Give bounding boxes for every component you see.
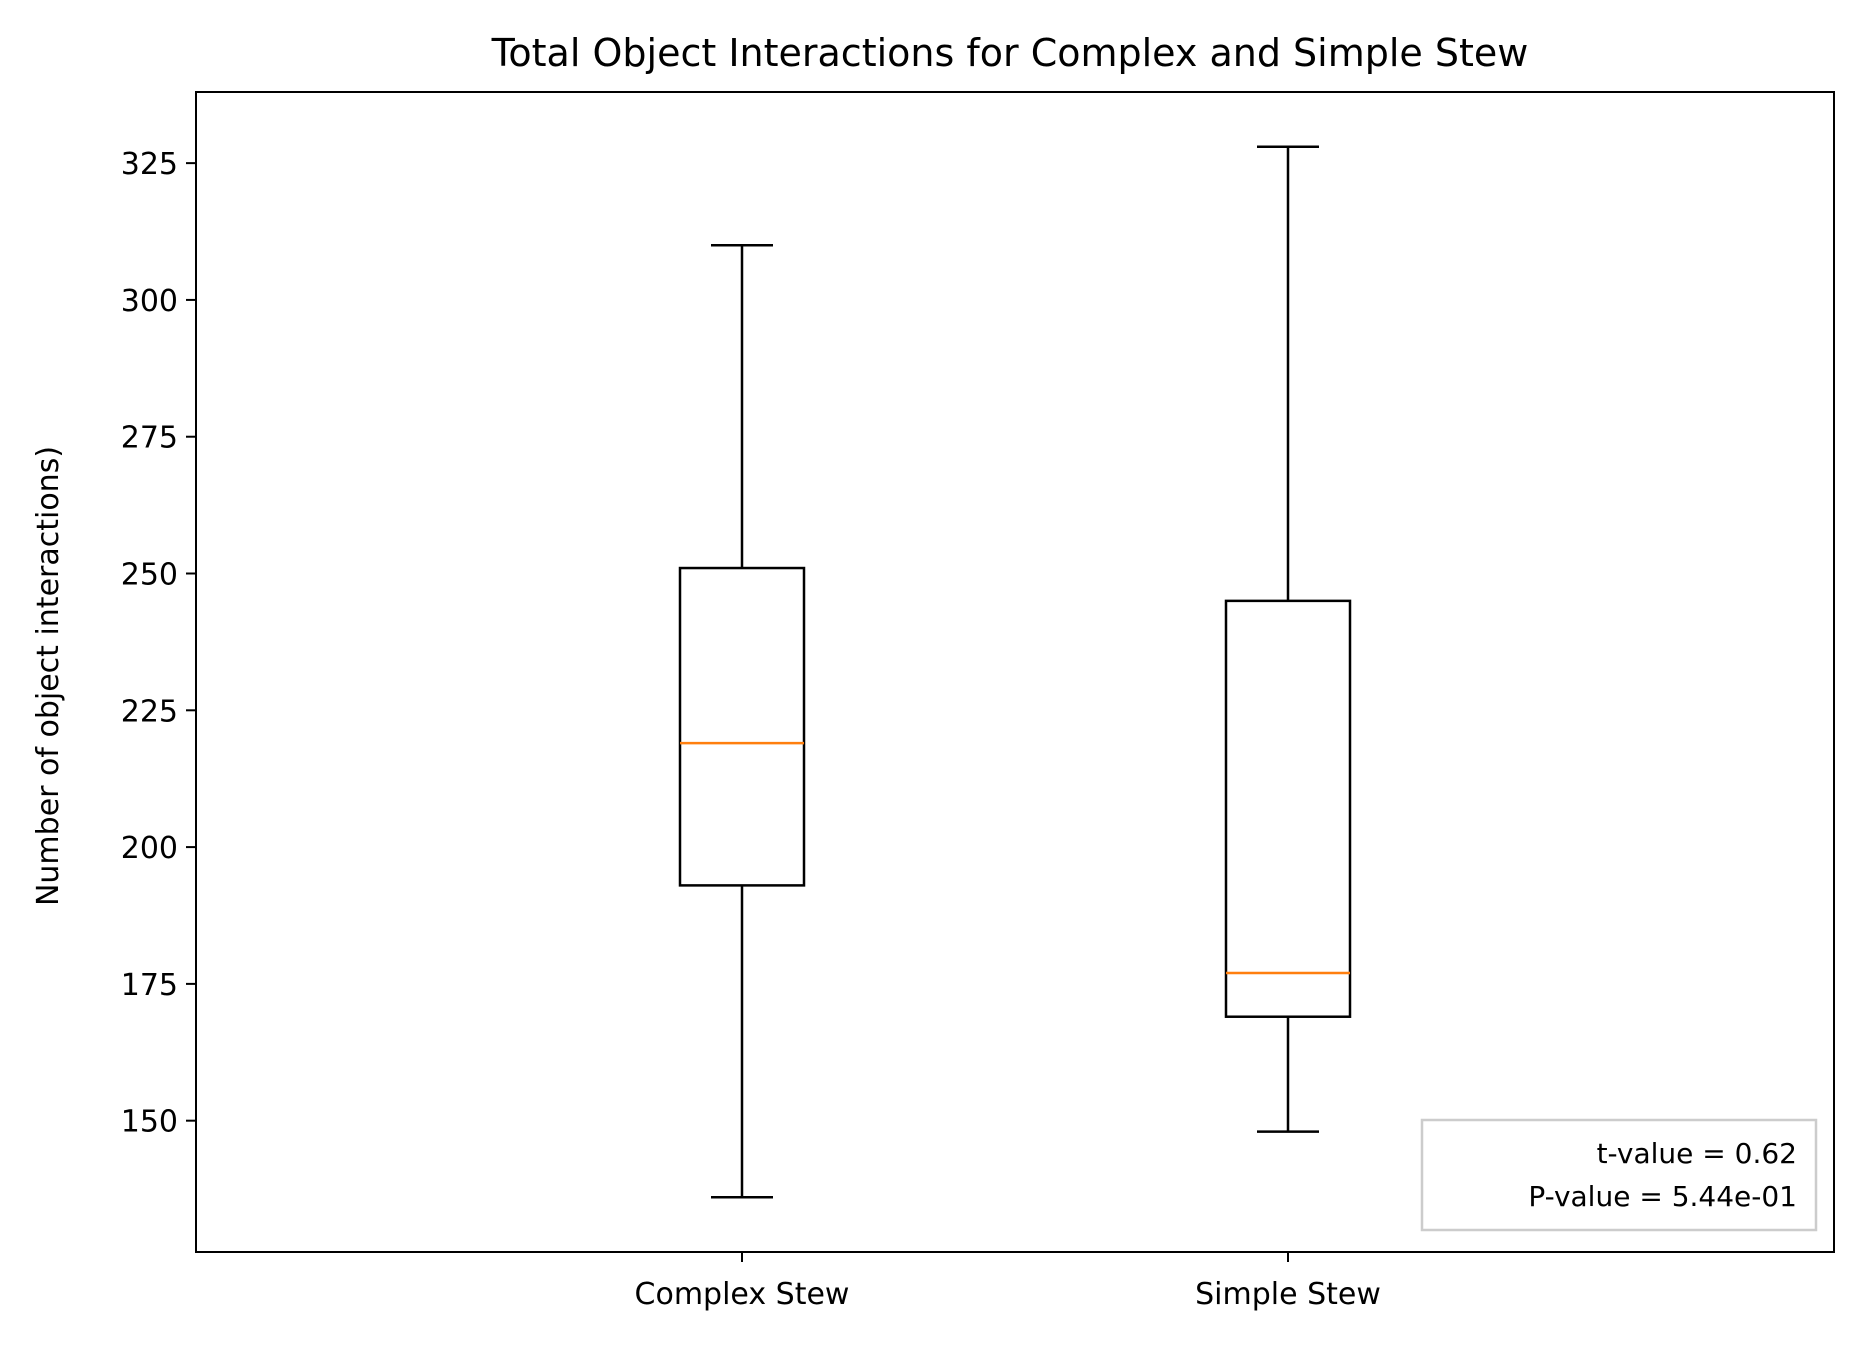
y-tick-label: 175	[121, 968, 178, 1003]
iqr-box	[1224, 599, 1352, 1018]
y-tick-label: 225	[121, 694, 178, 729]
y-tick-label: 150	[121, 1105, 178, 1140]
t-value-text: t-value = 0.62	[1597, 1137, 1797, 1170]
stats-annotation-box	[1420, 1118, 1818, 1232]
chart-title: Total Object Interactions for Complex an…	[491, 31, 1529, 75]
x-axis-ticks: Complex Stew Simple Stew	[635, 1252, 1381, 1312]
y-axis-ticks: 150 175 200 225 250 275 300 325	[121, 147, 196, 1140]
iqr-box	[678, 566, 806, 887]
box-2	[1224, 145, 1352, 1133]
plot-area-frame	[195, 91, 1835, 1253]
y-tick-label: 275	[121, 421, 178, 456]
y-tick-label: 250	[121, 558, 178, 593]
stats-annotation: t-value = 0.62 P-value = 5.44e-01	[1420, 1118, 1818, 1232]
y-tick-label: 300	[121, 284, 178, 319]
y-tick-label: 200	[121, 831, 178, 866]
x-tick-label: Simple Stew	[1195, 1277, 1381, 1312]
y-tick-label: 325	[121, 147, 178, 182]
x-tick-label: Complex Stew	[635, 1277, 850, 1312]
box-layer	[678, 145, 1352, 1199]
p-value-text: P-value = 5.44e-01	[1528, 1180, 1797, 1213]
y-axis-label: Number of object interactions)	[31, 446, 66, 906]
box-1	[678, 243, 806, 1199]
